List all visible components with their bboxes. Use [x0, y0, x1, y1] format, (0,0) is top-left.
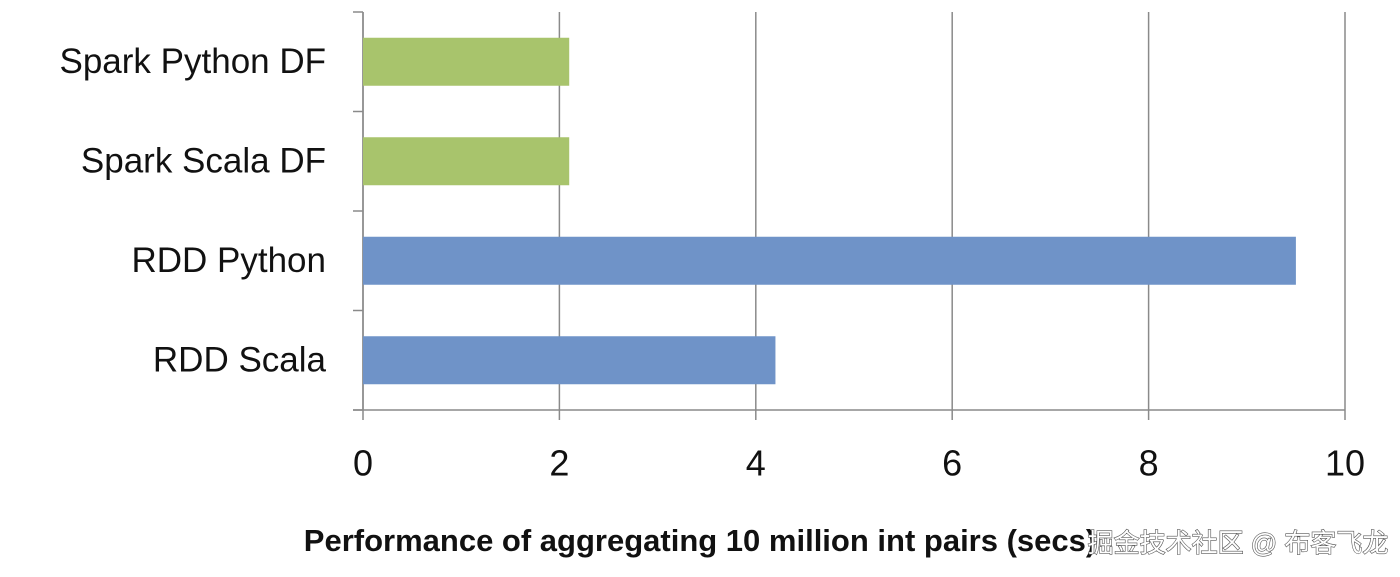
y-tick-label: RDD Python — [131, 241, 326, 280]
x-tick-label: 2 — [549, 443, 569, 484]
y-tick-label: RDD Scala — [153, 341, 327, 380]
x-tick-label: 8 — [1139, 443, 1159, 484]
x-tick-label: 6 — [942, 443, 962, 484]
x-tick-label: 0 — [353, 443, 373, 484]
bar — [363, 137, 570, 186]
bar — [363, 236, 1296, 285]
bar — [363, 37, 570, 86]
watermark: 掘金技术社区 @ 布客飞龙 — [1088, 528, 1389, 558]
bar — [363, 336, 776, 385]
y-tick-label: Spark Scala DF — [81, 142, 326, 181]
x-tick-label: 10 — [1325, 443, 1365, 484]
chart-title: Performance of aggregating 10 million in… — [304, 523, 1096, 558]
x-tick-label: 4 — [746, 443, 766, 484]
y-tick-label: Spark Python DF — [60, 42, 327, 81]
